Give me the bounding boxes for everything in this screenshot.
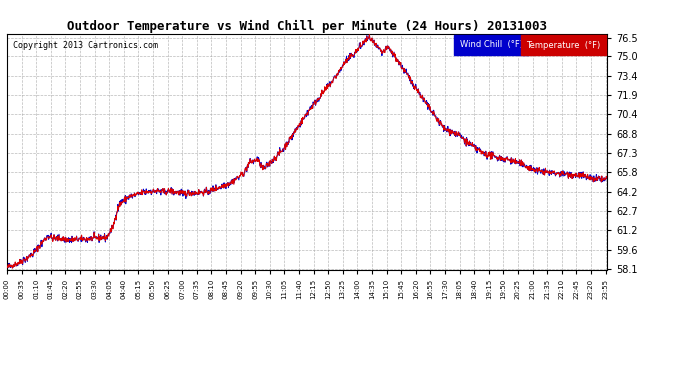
Title: Outdoor Temperature vs Wind Chill per Minute (24 Hours) 20131003: Outdoor Temperature vs Wind Chill per Mi… [67,20,547,33]
Text: Copyright 2013 Cartronics.com: Copyright 2013 Cartronics.com [13,41,158,50]
Legend: Wind Chill  (°F), Temperature  (°F): Wind Chill (°F), Temperature (°F) [454,38,603,52]
